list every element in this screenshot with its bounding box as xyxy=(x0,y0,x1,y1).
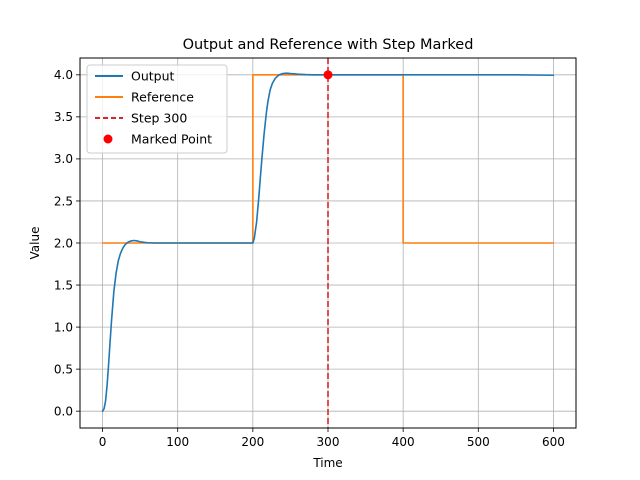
marked-point xyxy=(323,70,333,80)
x-axis: 0 100 200 300 400 500 600 xyxy=(99,428,565,449)
y-tick-label: 0.0 xyxy=(54,404,73,418)
legend-marked-point-label: Marked Point xyxy=(131,132,212,147)
x-axis-label: Time xyxy=(312,456,342,470)
y-tick-label: 1.5 xyxy=(54,278,73,292)
chart-title: Output and Reference with Step Marked xyxy=(183,37,474,53)
y-axis: 0.0 0.5 1.0 1.5 2.0 2.5 3.0 3.5 4.0 xyxy=(54,68,80,418)
x-tick-label: 500 xyxy=(467,435,490,449)
x-tick-label: 0 xyxy=(99,435,107,449)
y-axis-label: Value xyxy=(28,227,42,260)
x-tick-label: 600 xyxy=(542,435,565,449)
marked-point-series xyxy=(323,70,333,80)
legend-reference-label: Reference xyxy=(131,90,194,105)
y-tick-label: 3.0 xyxy=(54,152,73,166)
output-line xyxy=(101,72,555,412)
x-tick-label: 400 xyxy=(392,435,415,449)
y-tick-label: 2.0 xyxy=(54,236,73,250)
output-series xyxy=(101,72,555,412)
legend-step-label: Step 300 xyxy=(131,111,187,126)
x-tick-label: 200 xyxy=(241,435,264,449)
legend-box xyxy=(86,64,228,154)
y-tick-label: 2.5 xyxy=(54,194,73,208)
x-tick-label: 100 xyxy=(166,435,189,449)
y-tick-label: 0.5 xyxy=(54,362,73,376)
x-tick-label: 300 xyxy=(317,435,340,449)
y-tick-label: 1.0 xyxy=(54,320,73,334)
y-tick-label: 3.5 xyxy=(54,110,73,124)
legend-marked-point-swatch xyxy=(103,134,113,144)
legend-output-label: Output xyxy=(131,69,175,84)
legend: Output Reference Step 300 Marked Point xyxy=(86,64,228,154)
y-tick-label: 4.0 xyxy=(54,68,73,82)
